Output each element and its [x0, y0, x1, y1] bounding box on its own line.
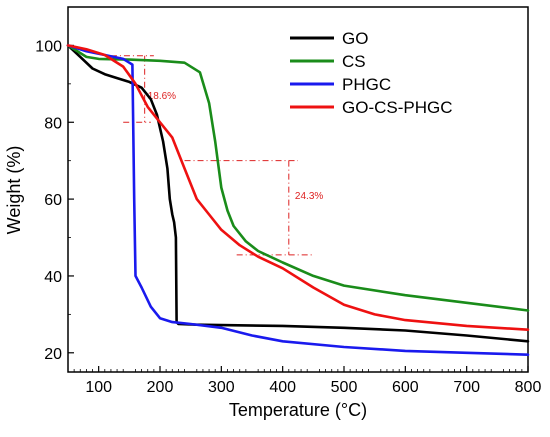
- annotation-layer: 18.6% 24.3%: [110, 55, 323, 256]
- legend-label: GO: [342, 29, 368, 48]
- legend-label: GO-CS-PHGC: [342, 98, 453, 117]
- x-tick-label: 600: [392, 379, 419, 396]
- y-tick-label: 40: [44, 269, 62, 286]
- x-tick-label: 800: [515, 379, 542, 396]
- legend: GO CS PHGC GO-CS-PHGC: [290, 29, 453, 117]
- legend-label: CS: [342, 52, 366, 71]
- y-tick-label: 80: [44, 115, 62, 132]
- annotation-label: 18.6%: [148, 91, 176, 102]
- x-tick-label: 400: [269, 379, 296, 396]
- x-tick-label: 300: [208, 379, 235, 396]
- x-axis-label: Temperature (°C): [229, 400, 367, 420]
- annotation-label: 24.3%: [295, 191, 323, 202]
- series-line-phgc: [66, 44, 530, 357]
- x-tick-label: 200: [147, 379, 174, 396]
- y-tick-label: 100: [35, 38, 62, 55]
- x-tick-label: 700: [453, 379, 480, 396]
- x-tick-label: 500: [331, 379, 358, 396]
- axes-layer: 100 200 300 400 500 600 700 800 20 40 60 80 100: [35, 38, 541, 396]
- series-line-go-cs-phgc: [66, 44, 530, 332]
- plot-frame: [67, 6, 529, 373]
- legend-label: PHGC: [342, 75, 391, 94]
- x-tick-label: 100: [85, 379, 112, 396]
- series-line-go: [66, 44, 530, 343]
- series-layer: [66, 44, 530, 357]
- y-tick-label: 60: [44, 192, 62, 209]
- y-tick-label: 20: [44, 346, 62, 363]
- series-line-cs: [66, 44, 530, 312]
- y-axis-label: Weight (%): [4, 146, 24, 235]
